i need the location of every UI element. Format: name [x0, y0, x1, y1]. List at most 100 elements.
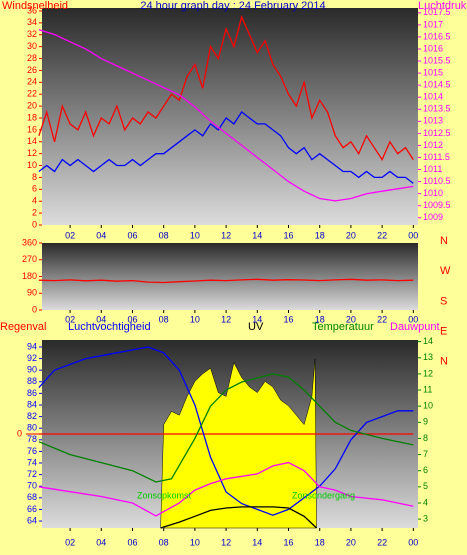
x-tick-label: 08 [159, 537, 169, 547]
y-tick-label: 360 [22, 237, 37, 247]
y2-tick-label: 3 [423, 513, 428, 523]
y2-tick-label: 1016.5 [423, 31, 451, 41]
y2-tick-label: 1010 [423, 188, 443, 198]
y2-tick-label: 6 [423, 465, 428, 475]
y-tick-label: 66 [27, 504, 37, 514]
x-tick-label: 18 [315, 230, 325, 240]
y-tick-label: 6 [32, 184, 37, 194]
y2-tick-label: 8 [423, 433, 428, 443]
x-tick-label: 06 [127, 230, 137, 240]
y2-axis-label: Luchtdruk [418, 0, 467, 12]
y2-tick-label: 1013 [423, 116, 443, 126]
annotation: Zonsopkomst [137, 490, 192, 500]
x-tick-label: 18 [315, 314, 325, 324]
x-tick-label: 16 [283, 537, 293, 547]
x-tick-label: 10 [190, 537, 200, 547]
compass-label: W [440, 265, 451, 277]
y-tick-label: 90 [27, 288, 37, 298]
y2-tick-label: 11 [423, 384, 432, 394]
y2-tick-label: 1010.5 [423, 176, 451, 186]
series-line [38, 346, 414, 516]
x-tick-label: 04 [96, 537, 106, 547]
x-tick-label: 12 [221, 230, 231, 240]
x-tick-label: 20 [346, 314, 356, 324]
y-tick-label: 92 [27, 353, 37, 363]
y-tick-label: 64 [27, 515, 37, 525]
y-tick-label: 8 [32, 172, 37, 182]
x-tick-label: 20 [346, 230, 356, 240]
x-tick-label: 00 [408, 314, 418, 324]
y2-tick-label: 1012.5 [423, 128, 451, 138]
y-tick-label: 180 [22, 271, 37, 281]
x-tick-label: 12 [221, 537, 231, 547]
y2-tick-label: 1014.5 [423, 80, 451, 90]
x-tick-label: 16 [283, 230, 293, 240]
panel-direction [42, 243, 418, 310]
y-tick-label: 72 [27, 469, 37, 479]
y-tick-label: 84 [27, 399, 37, 409]
y-tick-label: 90 [27, 365, 37, 375]
y2-tick-label: 1009.5 [423, 200, 451, 210]
y2-tick-label: 12 [423, 368, 433, 378]
y-tick-label: 86 [27, 388, 37, 398]
x-tick-label: 14 [252, 537, 262, 547]
legend-entry: Regenval [0, 321, 46, 333]
x-tick-label: 22 [377, 314, 387, 324]
y-tick-label: 14 [27, 136, 37, 146]
x-tick-label: 14 [252, 230, 262, 240]
x-tick-label: 02 [65, 537, 75, 547]
y-tick-label: 270 [22, 254, 37, 264]
y-tick-label: 34 [27, 17, 37, 27]
y-tick-label: 88 [27, 376, 37, 386]
y-tick-label: 18 [27, 112, 37, 122]
compass-label: E [440, 325, 447, 337]
x-tick-label: 20 [346, 537, 356, 547]
x-tick-label: 02 [65, 314, 75, 324]
x-tick-label: 10 [190, 314, 200, 324]
y2-tick-label: 10 [423, 401, 433, 411]
y-tick-label: 68 [27, 492, 37, 502]
y-tick-label: 12 [27, 148, 37, 158]
y-tick-label: 30 [27, 41, 37, 51]
compass-label: N [440, 356, 448, 368]
y2-tick-label: 14 [423, 336, 433, 346]
legend-entry: UV [248, 321, 264, 333]
x-tick-label: 00 [408, 537, 418, 547]
series-line [38, 14, 414, 161]
y-tick-label: 26 [27, 65, 37, 75]
y2-tick-label: 1011 [423, 164, 442, 174]
y-tick-label: 76 [27, 446, 37, 456]
y-tick-label: 82 [27, 411, 37, 421]
chart-title: 24 hour graph day : 24 February 2014 [140, 0, 325, 12]
y2-tick-label: 1014 [423, 92, 443, 102]
series-line [38, 29, 414, 202]
y2-tick-label: 5 [423, 481, 428, 491]
y2-tick-label: 1017 [423, 19, 443, 29]
y-tick-label: 80 [27, 423, 37, 433]
y2-tick-label: 7 [423, 449, 428, 459]
y2-tick-label: 1013.5 [423, 104, 451, 114]
series-line [38, 461, 414, 517]
y2-tick-label: 1016 [423, 43, 443, 53]
y-tick-label: 10 [27, 160, 37, 170]
y-tick-label: 20 [27, 100, 37, 110]
x-tick-label: 22 [377, 230, 387, 240]
compass-label: S [440, 295, 447, 307]
y2-tick-label: 1015 [423, 67, 443, 77]
x-tick-label: 04 [96, 230, 106, 240]
x-tick-label: 22 [377, 537, 387, 547]
y-tick-label: 0 [32, 219, 37, 229]
y-tick-label: 4 [32, 196, 37, 206]
y2-tick-label: 13 [423, 352, 433, 362]
x-tick-label: 08 [159, 314, 169, 324]
annotation: Zonsondergang [292, 490, 355, 500]
x-tick-label: 16 [283, 314, 293, 324]
panel-wind [42, 8, 418, 225]
solar-area [160, 358, 317, 529]
x-tick-label: 18 [315, 537, 325, 547]
y-tick-label: 36 [27, 5, 37, 15]
y-tick-label: 2 [32, 207, 37, 217]
y2-tick-label: 1015.5 [423, 55, 451, 65]
x-tick-label: 02 [65, 230, 75, 240]
